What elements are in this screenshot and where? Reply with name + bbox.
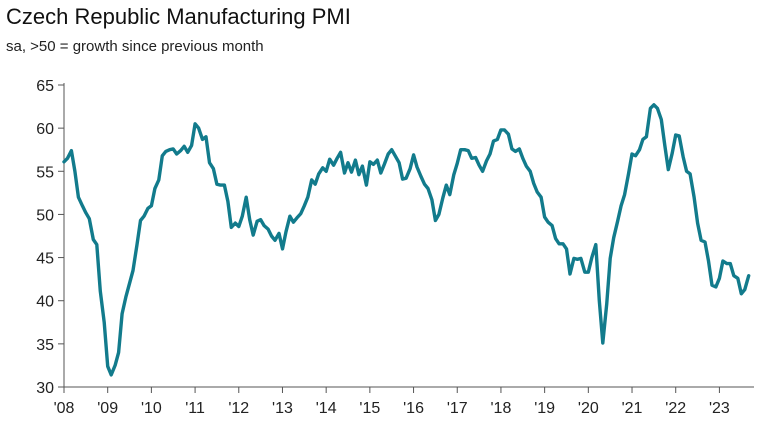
y-tick-label: 60 xyxy=(36,121,54,138)
y-tick-label: 40 xyxy=(36,294,54,311)
x-tick-label: '09 xyxy=(97,400,118,417)
series-layer xyxy=(62,103,751,377)
chart-subtitle: sa, >50 = growth since previous month xyxy=(6,38,264,55)
x-tick-label: '22 xyxy=(665,400,686,417)
x-tick-label: '08 xyxy=(54,400,75,417)
x-tick-label: '16 xyxy=(403,400,424,417)
x-tick-label: '23 xyxy=(709,400,730,417)
y-tick-label: 45 xyxy=(36,251,54,268)
y-tick-label: 55 xyxy=(36,164,54,181)
x-tick-label: '13 xyxy=(272,400,293,417)
x-tick-label: '14 xyxy=(316,400,337,417)
y-tick-label: 30 xyxy=(36,380,54,397)
series-line-pmi xyxy=(62,103,751,377)
x-tick-label: '15 xyxy=(359,400,380,417)
x-tick-label: '11 xyxy=(185,400,205,417)
x-tick-label: '21 xyxy=(622,400,643,417)
x-tick-label: '20 xyxy=(578,400,599,417)
chart-title: Czech Republic Manufacturing PMI xyxy=(6,4,351,29)
y-tick-label: 65 xyxy=(36,78,54,95)
y-axis: 30 35 40 45 50 55 60 65 xyxy=(36,78,65,397)
x-tick-label: '18 xyxy=(491,400,512,417)
x-tick-label: '19 xyxy=(534,400,555,417)
x-tick-label: '17 xyxy=(447,400,468,417)
x-tick-label: '10 xyxy=(141,400,162,417)
x-axis: '08 '09 '10 '11 '12 '13 '14 '15 '16 '17 '18 '19 '20 '… xyxy=(54,386,754,417)
y-tick-label: 50 xyxy=(36,207,54,224)
y-tick-label: 35 xyxy=(36,337,54,354)
x-tick-label: '12 xyxy=(228,400,249,417)
